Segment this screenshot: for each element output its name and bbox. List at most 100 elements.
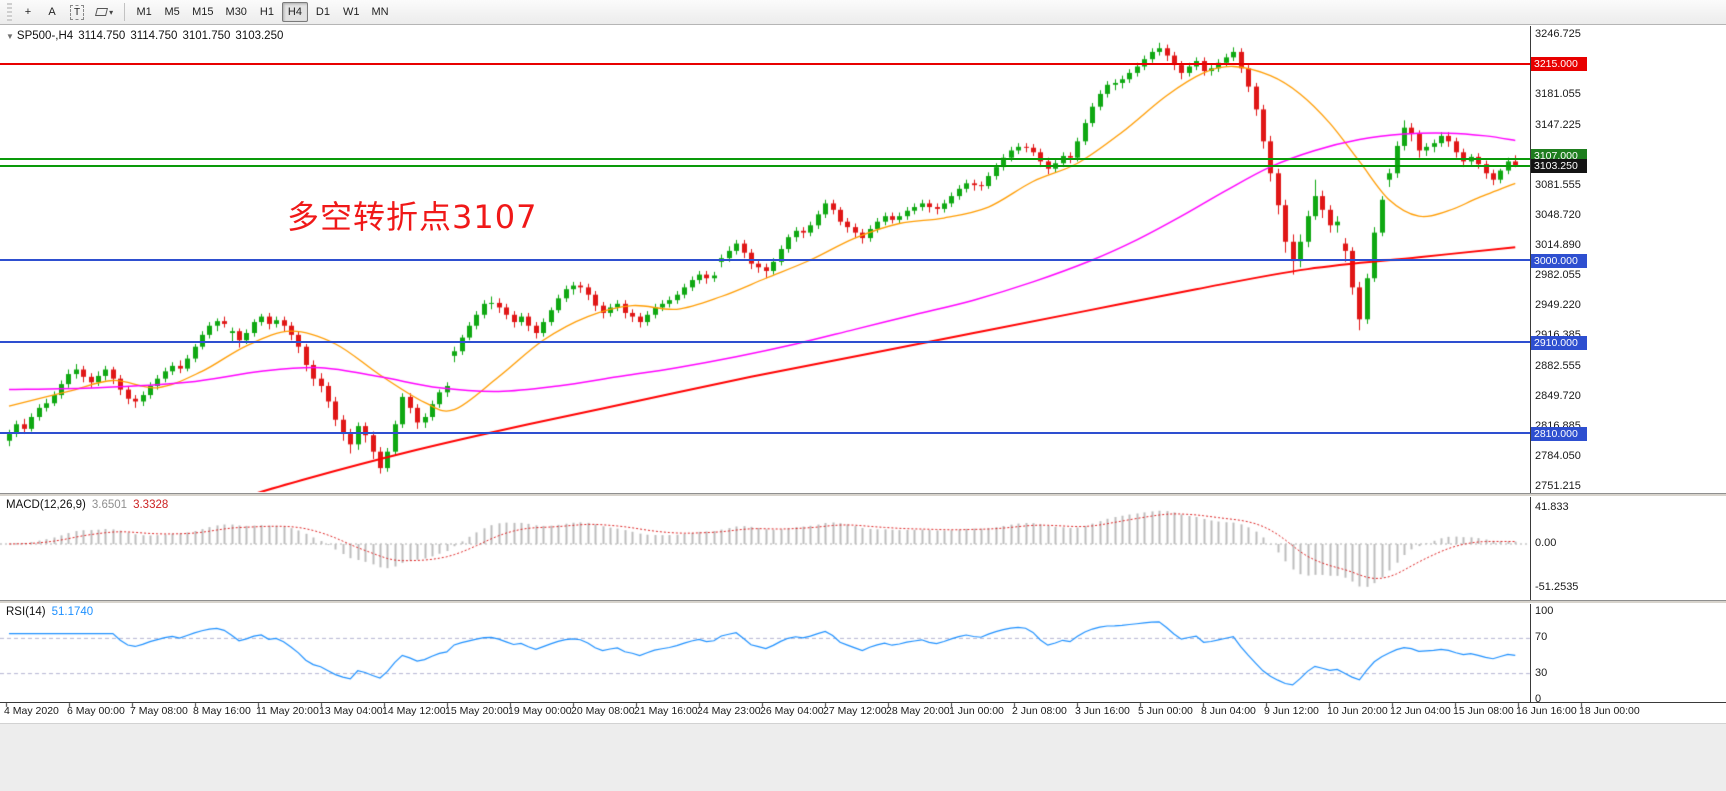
rsi-axis-label: 0 [1535, 693, 1542, 705]
rsi-title: RSI(14) [6, 606, 46, 618]
time-axis-label: 1 Jun 00:00 [949, 705, 1004, 717]
panel-divider[interactable] [0, 493, 1726, 497]
ohlc-marker-icon: ▼ [6, 32, 14, 41]
macd-panel[interactable] [0, 497, 1530, 600]
macd-axis-label: 41.833 [1535, 501, 1569, 514]
time-axis-label: 21 May 16:00 [634, 705, 698, 717]
price-axis-label: 2784.050 [1535, 450, 1581, 463]
toolbar-separator [124, 3, 126, 21]
ohlc-low: 3101.750 [182, 30, 231, 42]
chart-header: ▼ SP500-,H4 3114.750 3114.750 3101.750 3103.2… [6, 30, 288, 42]
shapes-icon [95, 8, 109, 16]
timeframe-m15-button[interactable]: M15 [192, 6, 214, 18]
horizontal-line-2910[interactable] [0, 341, 1530, 344]
price-axis-label: 2882.555 [1535, 360, 1581, 373]
rsi-axis-label: 70 [1535, 631, 1548, 644]
time-axis-label: 3 Jun 16:00 [1075, 705, 1130, 717]
timeframe-m5-button[interactable]: M5 [164, 6, 180, 18]
rsi-axis-label: 30 [1535, 666, 1548, 679]
rsi-value: 51.1740 [51, 606, 94, 618]
panel-divider[interactable] [0, 600, 1726, 604]
macd-axis-label: -51.2535 [1535, 581, 1579, 594]
timeframe-d1-button[interactable]: D1 [315, 6, 330, 18]
text-box-icon: T [70, 4, 85, 20]
time-axis-label: 9 Jun 12:00 [1264, 705, 1319, 717]
time-axis-separator [0, 702, 1726, 703]
tool-text-box-button[interactable]: T [65, 2, 89, 22]
time-axis-label: 15 May 20:00 [445, 705, 509, 717]
price-badge-3103.250: 3103.250 [1531, 159, 1587, 174]
timeframe-h1-button[interactable]: H1 [259, 6, 274, 18]
price-axis-label: 2849.720 [1535, 390, 1581, 403]
horizontal-line-2810[interactable] [0, 432, 1530, 435]
time-axis-label: 13 May 04:00 [319, 705, 383, 717]
price-axis-label: 3181.055 [1535, 87, 1581, 100]
price-badge-3000.000: 3000.000 [1531, 253, 1587, 268]
price-axis-label: 2949.220 [1535, 299, 1581, 312]
time-axis-label: 8 Jun 04:00 [1201, 705, 1256, 717]
macd-main-value: 3.6501 [91, 499, 128, 511]
macd-axis-label: 0.00 [1535, 537, 1557, 549]
toolbar: + A T ▾ M1 M5 M15 M30 H1 H4 D1 W1 MN [0, 0, 1726, 25]
ohlc-close: 3103.250 [235, 30, 284, 42]
time-axis-label: 12 Jun 04:00 [1390, 705, 1451, 717]
horizontal-line-3110.5[interactable] [0, 158, 1530, 161]
window-bottom-area [0, 723, 1726, 791]
time-axis-label: 6 May 00:00 [67, 705, 125, 717]
rsi-axis-label: 100 [1535, 605, 1554, 617]
line-studies-toolbar: + A T ▾ [16, 2, 119, 22]
time-axis-label: 2 Jun 08:00 [1012, 705, 1067, 717]
timeframe-w1-button[interactable]: W1 [342, 6, 360, 18]
text-annotation[interactable]: 多空转折点3107 [287, 198, 538, 236]
time-axis-label: 26 May 04:00 [760, 705, 824, 717]
time-axis-label: 8 May 16:00 [193, 705, 251, 717]
price-axis-label: 3246.725 [1535, 27, 1581, 40]
time-axis-label: 18 Jun 00:00 [1579, 705, 1640, 717]
time-axis-label: 20 May 08:00 [571, 705, 635, 717]
tool-crosshair-button[interactable]: + [24, 6, 32, 18]
timeframe-toolbar: M1 M5 M15 M30 H1 H4 D1 W1 MN [130, 2, 394, 22]
time-axis-label: 11 May 20:00 [256, 705, 319, 717]
time-axis-label: 28 May 20:00 [886, 705, 950, 717]
price-axis-label: 3014.890 [1535, 239, 1581, 252]
rsi-panel[interactable] [0, 604, 1530, 701]
tool-shapes-button[interactable]: ▾ [91, 2, 118, 22]
time-axis-label: 24 May 23:00 [697, 705, 761, 717]
price-badge-3215.000: 3215.000 [1531, 57, 1587, 72]
time-axis-label: 7 May 08:00 [130, 705, 188, 717]
timeframe-m30-button[interactable]: M30 [225, 6, 247, 18]
price-badge-2910.000: 2910.000 [1531, 335, 1587, 350]
horizontal-line-3103.5[interactable] [0, 164, 1530, 167]
time-axis-label: 27 May 12:00 [823, 705, 887, 717]
price-badge-2810.000: 2810.000 [1531, 426, 1587, 441]
time-axis-label: 19 May 00:00 [508, 705, 572, 717]
timeframe-m1-button[interactable]: M1 [136, 6, 152, 18]
tool-text-label-button[interactable]: A [48, 6, 56, 18]
symbol-period-label: SP500-,H4 [16, 30, 74, 42]
time-axis-label: 10 Jun 20:00 [1327, 705, 1388, 717]
time-axis-label: 4 May 2020 [4, 705, 59, 717]
time-axis-label: 14 May 12:00 [382, 705, 446, 717]
price-axis-label: 3048.720 [1535, 208, 1581, 221]
price-axis-label: 2982.055 [1535, 269, 1581, 282]
price-axis-label: 3081.555 [1535, 178, 1581, 191]
macd-header: MACD(12,26,9) 3.6501 3.3328 [6, 499, 174, 511]
timeframe-h4-button[interactable]: H4 [281, 2, 308, 22]
toolbar-grip[interactable] [7, 3, 12, 21]
time-axis-label: 5 Jun 00:00 [1138, 705, 1193, 717]
ohlc-high: 3114.750 [130, 30, 178, 42]
price-axis-label: 3147.225 [1535, 118, 1581, 131]
time-axis-label: 16 Jun 16:00 [1516, 705, 1577, 717]
timeframe-mn-button[interactable]: MN [371, 6, 389, 18]
horizontal-line-3215[interactable] [0, 62, 1530, 65]
ohlc-open: 3114.750 [78, 30, 126, 42]
price-axis-separator [1530, 26, 1531, 702]
rsi-header: RSI(14) 51.1740 [6, 606, 99, 618]
macd-signal-value: 3.3328 [133, 499, 169, 511]
chevron-down-icon: ▾ [109, 7, 114, 17]
horizontal-line-3000[interactable] [0, 259, 1530, 261]
price-axis-label: 2751.215 [1535, 480, 1581, 493]
macd-title: MACD(12,26,9) [6, 499, 86, 511]
